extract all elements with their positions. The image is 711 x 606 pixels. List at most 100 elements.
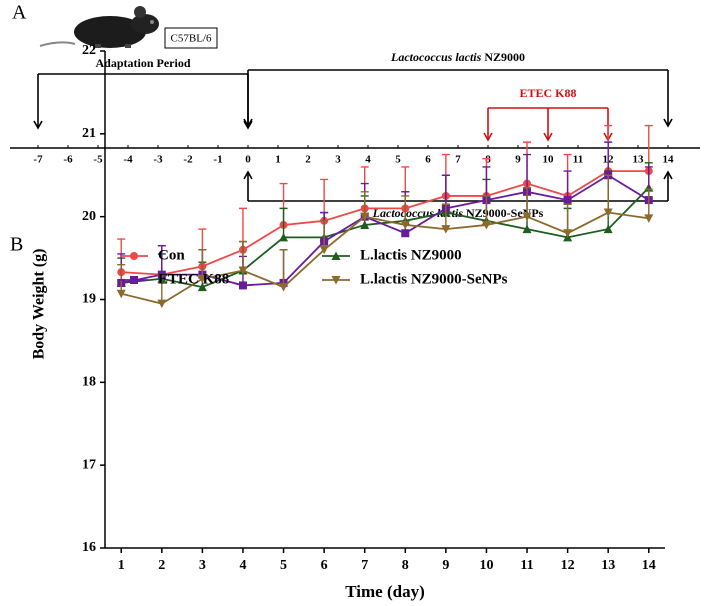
label-part: Lactococcus lactis	[390, 50, 482, 64]
legend-marker	[130, 276, 138, 284]
label-part: NZ9000-SeNPs	[463, 206, 544, 220]
timeline-tick-label: 7	[455, 154, 461, 166]
x-tick-label: 4	[239, 558, 246, 573]
legend-label: L.lactis NZ9000-SeNPs	[360, 271, 508, 287]
x-tick-label: 7	[361, 558, 368, 573]
x-tick-label: 8	[402, 558, 409, 573]
error-bar	[401, 195, 410, 225]
timeline-tick-label: 3	[335, 154, 341, 166]
error-bar	[563, 203, 572, 234]
series-line	[121, 170, 649, 276]
x-tick-label: 12	[561, 558, 575, 573]
error-bar	[360, 191, 369, 217]
marker	[279, 232, 289, 242]
y-tick-label: 21	[82, 126, 96, 141]
marker	[481, 220, 491, 230]
marker	[116, 289, 126, 299]
legend-label: ETEC K88	[158, 271, 229, 287]
marker	[400, 220, 410, 230]
marker	[603, 224, 613, 234]
marker	[522, 224, 532, 234]
arrow-head	[483, 132, 493, 142]
x-axis-title: Time (day)	[345, 582, 425, 601]
y-tick-label: 18	[82, 375, 96, 390]
timeline-tick-label: 13	[633, 154, 645, 166]
marker	[603, 208, 613, 218]
timeline-tick-label: 1	[275, 154, 281, 166]
nz9000-label: Lactococcus lactis NZ9000	[390, 50, 525, 64]
error-bar	[279, 249, 288, 288]
timeline-tick-label: 14	[663, 154, 675, 166]
timeline-tick-label: -7	[33, 154, 43, 166]
error-bar	[482, 195, 491, 225]
error-bar	[604, 141, 613, 176]
legend-marker	[130, 252, 138, 260]
series-line	[121, 211, 649, 305]
marker	[401, 229, 410, 238]
legend-marker	[331, 251, 341, 260]
arrow-head	[243, 120, 253, 130]
timeline-tick-label: 8	[485, 154, 491, 166]
error-bar	[441, 174, 450, 209]
error-bar	[482, 166, 491, 201]
error-bar	[198, 249, 207, 279]
arrow-head	[663, 118, 673, 128]
panel-label: A	[12, 2, 27, 24]
arrow-head	[33, 120, 43, 130]
y-tick-label: 19	[82, 292, 96, 307]
marker	[157, 299, 167, 309]
marker	[238, 281, 247, 290]
error-bar	[157, 273, 166, 304]
timeline-tick-label: 10	[543, 154, 555, 166]
timeline-tick-label: 5	[395, 154, 401, 166]
error-bar	[441, 203, 450, 230]
legend-marker	[331, 276, 341, 285]
mouse-icon	[39, 6, 159, 48]
arrow-head	[243, 118, 253, 128]
adaptation-label: Adaptation Period	[95, 56, 190, 70]
label-part: NZ9000	[481, 50, 525, 64]
marker	[644, 214, 654, 223]
y-tick-label: 22	[82, 43, 96, 58]
x-tick-label: 11	[520, 558, 533, 573]
x-tick-label: 14	[642, 558, 656, 573]
y-tick-label: 17	[82, 457, 96, 472]
etec-label: ETEC K88	[519, 86, 576, 100]
arrow-head	[663, 170, 673, 180]
marker	[563, 229, 573, 238]
series-line	[121, 187, 650, 289]
series-line	[121, 174, 650, 287]
strain-box	[164, 27, 218, 49]
x-tick-label: 5	[280, 558, 287, 573]
timeline-tick-label: -2	[183, 154, 193, 166]
y-tick-label: 16	[82, 540, 96, 555]
error-bar	[238, 240, 247, 271]
error-bar	[604, 174, 613, 213]
legend-label: Con	[158, 247, 185, 263]
strain-label: C57BL/6	[171, 33, 212, 45]
error-bar	[157, 244, 166, 275]
marker	[360, 212, 370, 222]
panel-label: B	[10, 234, 23, 256]
legend-label: L.lactis NZ9000	[360, 247, 462, 263]
error-bar	[279, 207, 288, 238]
x-tick-label: 10	[479, 558, 493, 573]
marker	[197, 282, 207, 292]
error-bar	[644, 188, 653, 219]
error-bar	[523, 153, 532, 192]
timeline-tick-label: 4	[365, 154, 371, 166]
y-tick-label: 20	[82, 209, 96, 224]
arrow-head	[243, 170, 253, 180]
timeline-tick-label: 9	[515, 154, 521, 166]
timeline-tick-label: -6	[63, 154, 73, 166]
x-tick-label: 1	[118, 558, 125, 573]
marker	[563, 196, 572, 205]
marker	[197, 274, 207, 284]
marker	[522, 212, 532, 222]
marker	[360, 220, 370, 229]
x-tick-label: 3	[199, 558, 206, 573]
timeline-tick-label: -1	[213, 154, 222, 166]
timeline-tick-label: 11	[573, 154, 583, 166]
x-tick-label: 2	[158, 558, 165, 573]
